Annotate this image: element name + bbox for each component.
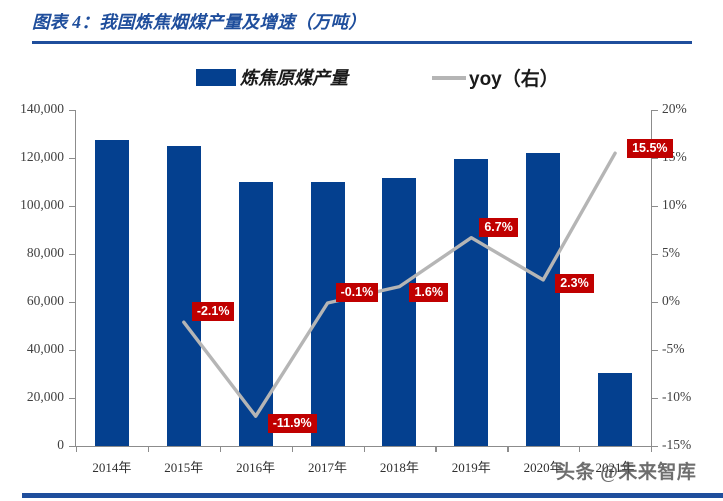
x-axis-tick <box>219 446 222 452</box>
bar-2019年 <box>454 159 489 446</box>
y-axis-right-label: 10% <box>662 197 687 212</box>
y-axis-left-label: 80,000 <box>26 245 64 260</box>
x-axis-tick <box>76 446 78 452</box>
bar-2020年 <box>526 152 561 446</box>
data-label-2020年: 2.3% <box>555 273 594 293</box>
y-axis-left-label: 60,000 <box>26 293 64 308</box>
y-axis-left-label: 100,000 <box>20 197 64 212</box>
watermark: 头条 @未来智库 <box>556 462 697 483</box>
x-axis-label: 2016年 <box>236 460 276 475</box>
bar-2021年 <box>598 372 633 446</box>
page-title: 图表 4：我国炼焦烟煤产量及增速（万吨） <box>32 12 367 32</box>
x-axis-tick <box>579 446 581 452</box>
legend-swatch-line-icon <box>432 75 466 80</box>
data-label-2017年: -0.1% <box>335 282 379 302</box>
y-axis-left-tick <box>69 445 75 447</box>
x-axis-label: 2021年 <box>595 460 635 475</box>
y-axis-right-label: 0% <box>662 293 680 308</box>
y-axis-left-tick <box>69 157 75 159</box>
y-axis-right-line <box>651 110 653 447</box>
x-axis-tick <box>147 446 150 452</box>
y-axis-right-tick <box>652 253 658 255</box>
legend-item-line: yoy（右） <box>432 64 559 91</box>
data-label-2016年: -11.9% <box>267 414 317 434</box>
x-axis-label: 2020年 <box>523 460 563 475</box>
y-axis-left-label: 140,000 <box>20 101 64 116</box>
x-axis-label: 2014年 <box>92 460 132 475</box>
y-axis-left-tick <box>69 253 75 255</box>
bar-2018年 <box>382 178 417 446</box>
x-axis-tick <box>651 446 653 452</box>
x-axis-label: 2019年 <box>451 460 491 475</box>
y-axis-right-tick <box>652 445 658 447</box>
y-axis-right-tick <box>652 349 658 351</box>
data-label-2018年: 1.6% <box>409 282 448 302</box>
x-axis-label: 2017年 <box>308 460 348 475</box>
title-divider <box>32 41 692 44</box>
y-axis-right-tick <box>652 205 658 207</box>
legend-label-line: yoy（右） <box>469 69 559 90</box>
y-axis-right-tick <box>652 109 658 111</box>
yoy-line-path <box>182 151 617 418</box>
y-axis-left-label: 120,000 <box>20 149 64 164</box>
y-axis-right-label: 5% <box>662 245 680 260</box>
y-axis-right-tick <box>652 397 658 399</box>
legend-swatch-bar-icon <box>196 68 236 86</box>
chart-legend: 炼焦原煤产量 yoy（右） <box>0 62 723 96</box>
y-axis-right-tick <box>652 301 658 303</box>
chart-header: 图表 4：我国炼焦烟煤产量及增速（万吨） <box>0 0 723 46</box>
data-label-2019年: 6.7% <box>479 217 518 237</box>
x-axis-label: 2018年 <box>379 460 419 475</box>
legend-item-bar: 炼焦原煤产量 <box>196 64 348 90</box>
x-axis-tick <box>507 446 509 452</box>
y-axis-right-label: -5% <box>662 341 685 356</box>
x-axis-tick <box>363 446 365 452</box>
bar-2017年 <box>310 182 345 446</box>
y-axis-left-tick <box>69 205 75 207</box>
y-axis-left-label: 20,000 <box>26 389 64 404</box>
x-axis-label: 2015年 <box>164 460 204 475</box>
data-label-2021年: 15.5% <box>627 139 673 159</box>
y-axis-left-line <box>75 110 77 447</box>
x-axis-tick <box>291 446 293 452</box>
y-axis-left-tick <box>69 109 75 111</box>
y-axis-right-label: -15% <box>662 437 692 452</box>
y-axis-left-tick <box>69 397 75 399</box>
y-axis-left-tick <box>69 349 75 351</box>
y-axis-left-label: 40,000 <box>26 341 64 356</box>
y-axis-left-label: 0 <box>57 437 64 452</box>
footer-divider <box>22 493 723 498</box>
bar-2014年 <box>94 140 129 446</box>
y-axis-right-label: -10% <box>662 389 692 404</box>
y-axis-left-tick <box>69 301 75 303</box>
data-label-2015年: -2.1% <box>191 302 235 322</box>
x-axis-tick <box>435 446 437 452</box>
y-axis-right-label: 20% <box>662 101 687 116</box>
bar-2015年 <box>166 146 201 446</box>
legend-label-bar: 炼焦原煤产量 <box>240 68 348 88</box>
